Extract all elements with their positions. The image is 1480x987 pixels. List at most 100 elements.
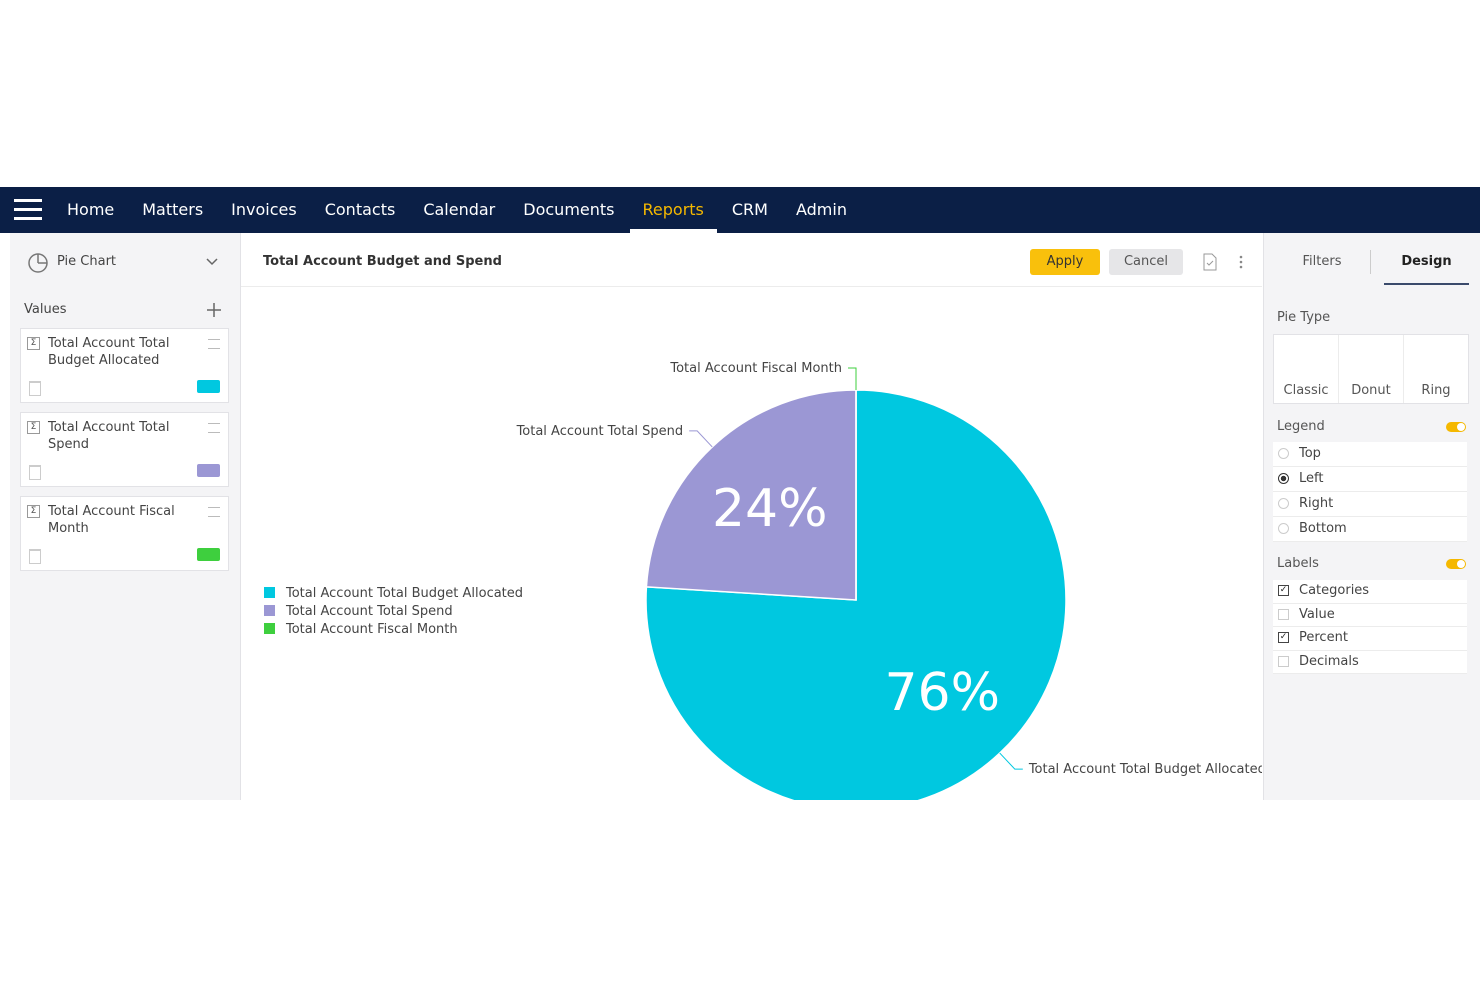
toggle[interactable] <box>1446 422 1466 432</box>
nav-item[interactable]: Contacts <box>324 200 396 219</box>
legend-label: Total Account Fiscal Month <box>285 622 458 637</box>
label-option[interactable]: ✓ Categories <box>1273 580 1467 604</box>
apply-button[interactable]: Apply <box>1030 249 1100 275</box>
checkbox[interactable]: ✓ <box>1278 632 1289 643</box>
label-option[interactable]: Value <box>1273 603 1467 627</box>
delete-icon[interactable] <box>29 549 41 564</box>
legend-position-option[interactable]: Right <box>1273 492 1467 517</box>
radio[interactable] <box>1278 498 1289 509</box>
cancel-button[interactable]: Cancel <box>1109 249 1183 275</box>
checkbox-label: Value <box>1299 606 1335 622</box>
slice-percent-label: 76% <box>884 663 1000 723</box>
right-panel: Filters Design Pie Type Classic Donut Ring Leg… <box>1263 233 1480 800</box>
pie-type-option[interactable]: Ring <box>1404 335 1468 403</box>
label-leader <box>999 752 1023 770</box>
radio[interactable] <box>1278 523 1289 534</box>
radio-label: Bottom <box>1299 521 1347 536</box>
legend-label: Total Account Total Spend <box>285 604 453 619</box>
legend-position-option[interactable]: Bottom <box>1273 517 1467 542</box>
legend-swatch <box>264 587 275 598</box>
value-name: Total Account Total Spend <box>48 420 170 452</box>
nav-active-underline <box>629 229 717 233</box>
radio[interactable] <box>1278 448 1289 459</box>
toggle-knob <box>1457 423 1465 431</box>
nav-item[interactable]: Invoices <box>231 200 297 219</box>
legend-position-option[interactable]: Top <box>1273 442 1467 467</box>
checkbox[interactable] <box>1278 655 1289 667</box>
pie-type-label: Donut <box>1351 383 1391 398</box>
legend-swatch <box>264 605 275 616</box>
sum-icon: Σ <box>27 421 40 434</box>
checkbox-label: Decimals <box>1299 653 1359 669</box>
panel-tab[interactable]: Design <box>1401 254 1452 269</box>
chart-type-select[interactable]: Pie Chart <box>57 254 117 269</box>
radio-label: Top <box>1299 446 1321 461</box>
label-option[interactable]: ✓ Percent <box>1273 627 1467 651</box>
chart-area: Total Account Budget and Spend Apply Can… <box>241 233 1262 800</box>
drag-handle[interactable] <box>208 339 220 349</box>
slice-category-label: Total Account Fiscal Month <box>669 361 842 376</box>
legend-position-option[interactable]: Left <box>1273 467 1467 492</box>
nav-item[interactable]: Admin <box>795 200 847 219</box>
value-name: Total Account Total Budget Allocated <box>48 336 170 368</box>
section-label: Pie Type <box>1277 310 1331 325</box>
section-label: Labels <box>1277 556 1319 571</box>
pie-type-option[interactable]: Donut <box>1339 335 1404 403</box>
radio[interactable] <box>1278 473 1289 484</box>
drag-handle[interactable] <box>208 423 220 433</box>
tab-divider <box>1370 250 1371 274</box>
value-card: Σ Total Account Total Budget Allocated <box>20 328 229 403</box>
export-icon[interactable] <box>1203 253 1217 271</box>
color-swatch[interactable] <box>197 380 220 393</box>
chart-header <box>241 233 1262 287</box>
add-value-button[interactable] <box>207 303 221 317</box>
drag-handle[interactable] <box>208 507 220 517</box>
sum-icon: Σ <box>27 337 40 350</box>
delete-icon[interactable] <box>29 465 41 480</box>
pie-type-label: Ring <box>1421 383 1451 398</box>
panel-tab[interactable]: Filters <box>1302 254 1342 269</box>
value-card: Σ Total Account Total Spend <box>20 412 229 487</box>
value-name: Total Account Fiscal Month <box>48 504 175 536</box>
pie-type-box: Classic Donut Ring <box>1273 334 1469 404</box>
nav-item[interactable]: Reports <box>642 200 704 219</box>
legend-swatch <box>264 623 275 634</box>
checkbox-label: Percent <box>1299 630 1348 645</box>
checkbox[interactable]: ✓ <box>1278 585 1289 596</box>
color-swatch[interactable] <box>197 548 220 561</box>
pie-type-label: Classic <box>1283 383 1329 398</box>
tab-underline <box>1384 283 1469 285</box>
navbar: Home Matters Invoices Contacts Calendar Docum… <box>0 187 1480 233</box>
menu-icon[interactable] <box>14 197 42 223</box>
sum-icon: Σ <box>27 505 40 518</box>
label-option[interactable]: Decimals <box>1273 650 1467 674</box>
slice-category-label: Total Account Total Spend <box>516 424 684 439</box>
label-leader <box>848 367 857 390</box>
nav-item[interactable]: CRM <box>731 200 768 219</box>
pie-type-option[interactable]: Classic <box>1274 335 1339 403</box>
legend-label: Total Account Total Budget Allocated <box>285 586 523 601</box>
toggle[interactable] <box>1446 559 1466 569</box>
nav-item[interactable]: Calendar <box>423 200 496 219</box>
value-card: Σ Total Account Fiscal Month <box>20 496 229 571</box>
nav-item[interactable]: Documents <box>523 200 615 219</box>
values-label: Values <box>24 302 67 317</box>
pie-icon <box>28 253 48 273</box>
dropdown-chevron[interactable] <box>206 257 218 267</box>
pie-slice <box>645 389 1067 800</box>
slice-percent-label: 24% <box>712 479 828 539</box>
radio-label: Right <box>1299 496 1334 511</box>
toggle-knob <box>1457 560 1465 568</box>
checkbox[interactable] <box>1278 608 1289 620</box>
more-icon[interactable] <box>1239 255 1243 269</box>
checkbox-label: Categories <box>1299 583 1370 598</box>
nav-item[interactable]: Home <box>67 200 115 219</box>
section-label: Legend <box>1277 419 1325 434</box>
color-swatch[interactable] <box>197 464 220 477</box>
nav-item[interactable]: Matters <box>142 200 204 219</box>
chart-title: Total Account Budget and Spend <box>263 254 502 269</box>
delete-icon[interactable] <box>29 381 41 396</box>
pie-chart: Total Account Total Budget Allocated 76% T… <box>264 361 1262 800</box>
pie-slice <box>645 389 857 601</box>
